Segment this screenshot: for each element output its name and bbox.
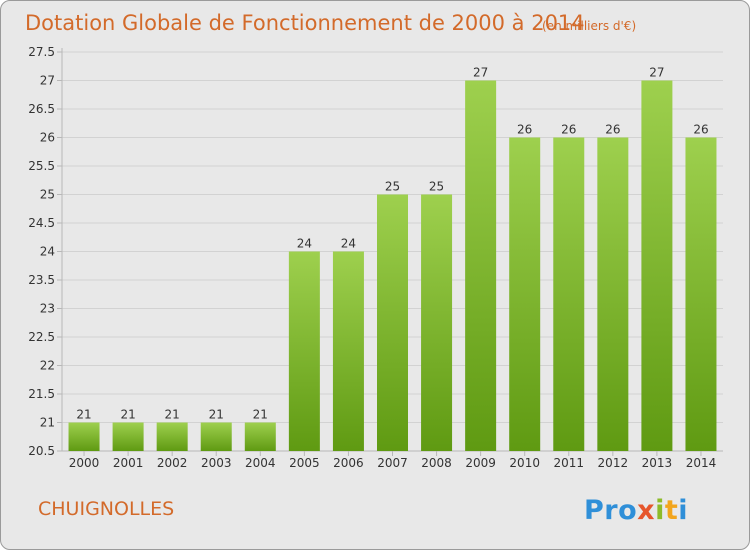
y-tick-label: 24.5 (28, 216, 55, 230)
bar-value-label: 21 (165, 408, 180, 422)
x-tick-label: 2012 (598, 456, 629, 470)
x-tick-label: 2000 (69, 456, 100, 470)
x-tick-label: 2003 (201, 456, 232, 470)
svg-text:Proxiti: Proxiti (584, 495, 688, 526)
bars (68, 80, 717, 451)
chart-unit: (en milliers d'€) (542, 19, 636, 33)
commune-name: CHUIGNOLLES (38, 498, 174, 520)
x-tick-label: 2011 (553, 456, 584, 470)
bar-value-labels: 21 21 21 21 21 24 24 25 25 27 26 26 26 27 26 (76, 66, 708, 422)
y-tick-label: 25.5 (28, 159, 55, 173)
x-tick-label: 2002 (157, 456, 188, 470)
y-tick-labels: 20.5 21 21.5 22 22.5 23 23.5 24 24.5 25 25.5 26 26.5… (28, 45, 55, 458)
y-tick-label: 25 (40, 188, 55, 202)
bar (553, 137, 585, 451)
y-tick-label: 27.5 (28, 45, 55, 59)
x-tick-labels: 2000 2001 2002 2003 2004 2005 2006 2007 2008 2009… (69, 451, 716, 470)
bar-value-label: 26 (605, 123, 620, 137)
bar (465, 80, 497, 451)
bar-value-label: 27 (649, 66, 664, 80)
y-tick-label: 21.5 (28, 387, 55, 401)
y-tick-label: 21 (40, 416, 55, 430)
x-tick-label: 2005 (289, 456, 320, 470)
x-tick-label: 2006 (333, 456, 364, 470)
x-tick-label: 2007 (377, 456, 408, 470)
y-tick-label: 27 (40, 74, 55, 88)
x-tick-label: 2008 (421, 456, 452, 470)
bar (200, 422, 232, 451)
y-tick-label: 23 (40, 302, 55, 316)
bar (421, 194, 453, 451)
y-tick-label: 20.5 (28, 444, 55, 458)
bar-value-label: 27 (473, 66, 488, 80)
bar-value-label: 26 (517, 123, 532, 137)
bar (377, 194, 408, 451)
bar (641, 80, 673, 451)
bar (509, 137, 541, 451)
bar-value-label: 26 (693, 123, 708, 137)
bar (112, 422, 144, 451)
bar (68, 422, 100, 451)
bar (288, 251, 320, 451)
bar-value-label: 26 (561, 123, 576, 137)
y-tick-label: 24 (40, 245, 55, 259)
x-tick-label: 2010 (509, 456, 540, 470)
y-tick-label: 26.5 (28, 102, 55, 116)
y-tick-label: 22.5 (28, 330, 55, 344)
bar-value-label: 25 (385, 180, 400, 194)
bar-value-label: 21 (253, 408, 268, 422)
bar-value-label: 24 (341, 237, 356, 251)
bar (244, 422, 276, 451)
bar-value-label: 25 (429, 180, 444, 194)
bar-value-label: 21 (209, 408, 224, 422)
bar (332, 251, 364, 451)
bar (597, 137, 629, 451)
bar-value-label: 21 (76, 408, 91, 422)
bar-value-label: 21 (120, 408, 135, 422)
x-tick-label: 2004 (245, 456, 276, 470)
x-tick-label: 2001 (113, 456, 144, 470)
y-tick-label: 22 (40, 359, 55, 373)
x-tick-label: 2013 (642, 456, 673, 470)
bar (685, 137, 717, 451)
chart-title: Dotation Globale de Fonctionnement de 20… (25, 11, 585, 35)
bar (156, 422, 188, 451)
proxiti-logo: Proxiti (584, 495, 688, 526)
y-tick-label: 26 (40, 131, 55, 145)
x-tick-label: 2009 (465, 456, 496, 470)
y-tick-label: 23.5 (28, 273, 55, 287)
bar-value-label: 24 (297, 237, 312, 251)
x-tick-label: 2014 (686, 456, 717, 470)
